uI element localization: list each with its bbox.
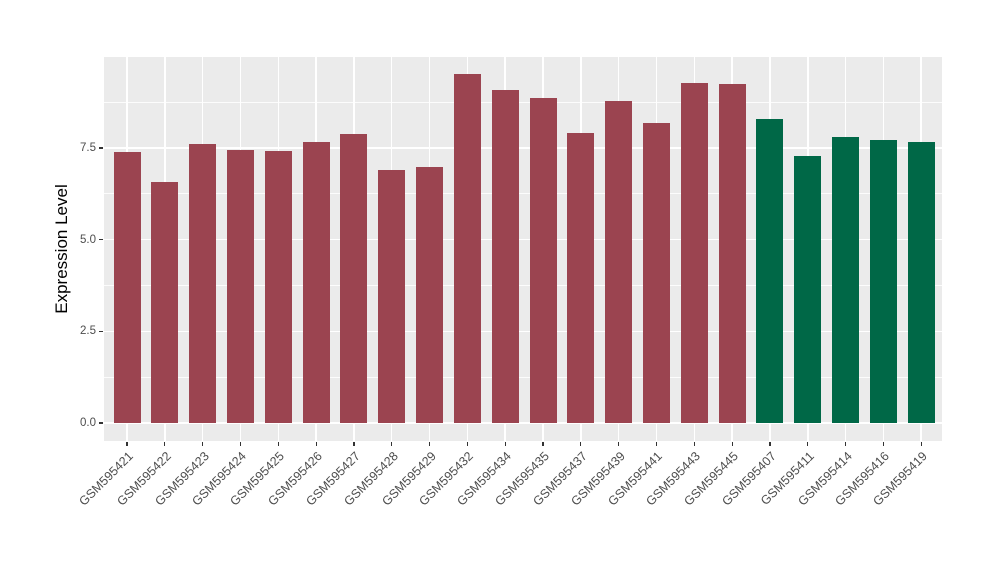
- bar-GSM595443: [680, 82, 708, 423]
- y-axis-title: Expression Level: [52, 184, 71, 314]
- bar-GSM595441: [642, 122, 670, 423]
- minor-gridline: [104, 193, 942, 195]
- x-tick-mark: [618, 442, 620, 446]
- x-tick-mark: [844, 442, 847, 446]
- x-tick-mark: [353, 442, 355, 446]
- x-tick-mark: [164, 442, 166, 446]
- x-tick-mark: [202, 442, 204, 446]
- x-tick-mark: [126, 442, 128, 446]
- y-tick-label: 7.5: [80, 141, 96, 154]
- x-tick-mark: [807, 442, 809, 446]
- x-tick-mark: [542, 442, 544, 446]
- y-tick-mark: [99, 147, 103, 149]
- bar-GSM595411: [794, 156, 822, 423]
- minor-gridline: [104, 284, 942, 286]
- bar-GSM595414: [832, 137, 860, 423]
- chart-panel: [104, 57, 942, 441]
- minor-gridline: [104, 101, 942, 103]
- x-tick-mark: [731, 442, 733, 446]
- bar-GSM595416: [869, 139, 897, 423]
- bar-GSM595423: [189, 144, 217, 423]
- bar-GSM595432: [453, 73, 481, 423]
- bar-GSM595419: [907, 142, 935, 423]
- x-tick-mark: [882, 442, 884, 446]
- bar-GSM595439: [605, 101, 633, 423]
- bar-GSM595427: [340, 134, 368, 423]
- x-tick-mark: [655, 442, 658, 446]
- major-gridline: [104, 147, 942, 149]
- y-tick-mark: [99, 422, 103, 424]
- y-tick-label: 0.0: [80, 417, 96, 429]
- x-tick-mark: [504, 442, 506, 446]
- major-gridline: [104, 330, 942, 333]
- bar-GSM595437: [567, 132, 595, 423]
- y-tick-label: 5.0: [80, 233, 96, 246]
- x-tick-mark: [391, 442, 393, 446]
- bar-GSM595425: [264, 150, 292, 423]
- x-tick-mark: [769, 442, 771, 446]
- bar-GSM595429: [416, 167, 444, 423]
- minor-gridline: [104, 376, 942, 378]
- x-tick-mark: [428, 442, 431, 446]
- bar-GSM595421: [113, 152, 141, 423]
- x-tick-mark: [315, 442, 317, 446]
- x-tick-mark: [277, 442, 279, 446]
- bar-GSM595445: [718, 83, 746, 423]
- x-tick-mark: [239, 442, 242, 446]
- bar-GSM595422: [151, 181, 179, 423]
- x-tick-mark: [580, 442, 582, 446]
- bar-GSM595434: [491, 90, 519, 423]
- x-tick-mark: [693, 442, 695, 446]
- bar-GSM595435: [529, 97, 557, 423]
- bar-GSM595424: [226, 149, 254, 423]
- bar-GSM595426: [302, 142, 330, 423]
- x-tick-mark: [920, 442, 922, 446]
- bar-GSM595407: [756, 119, 784, 423]
- y-tick-label: 2.5: [80, 325, 96, 338]
- major-gridline: [104, 422, 942, 424]
- y-tick-mark: [99, 239, 103, 241]
- x-tick-mark: [466, 442, 468, 446]
- bar-GSM595428: [378, 169, 406, 423]
- major-gridline: [104, 238, 942, 241]
- y-tick-mark: [99, 330, 103, 332]
